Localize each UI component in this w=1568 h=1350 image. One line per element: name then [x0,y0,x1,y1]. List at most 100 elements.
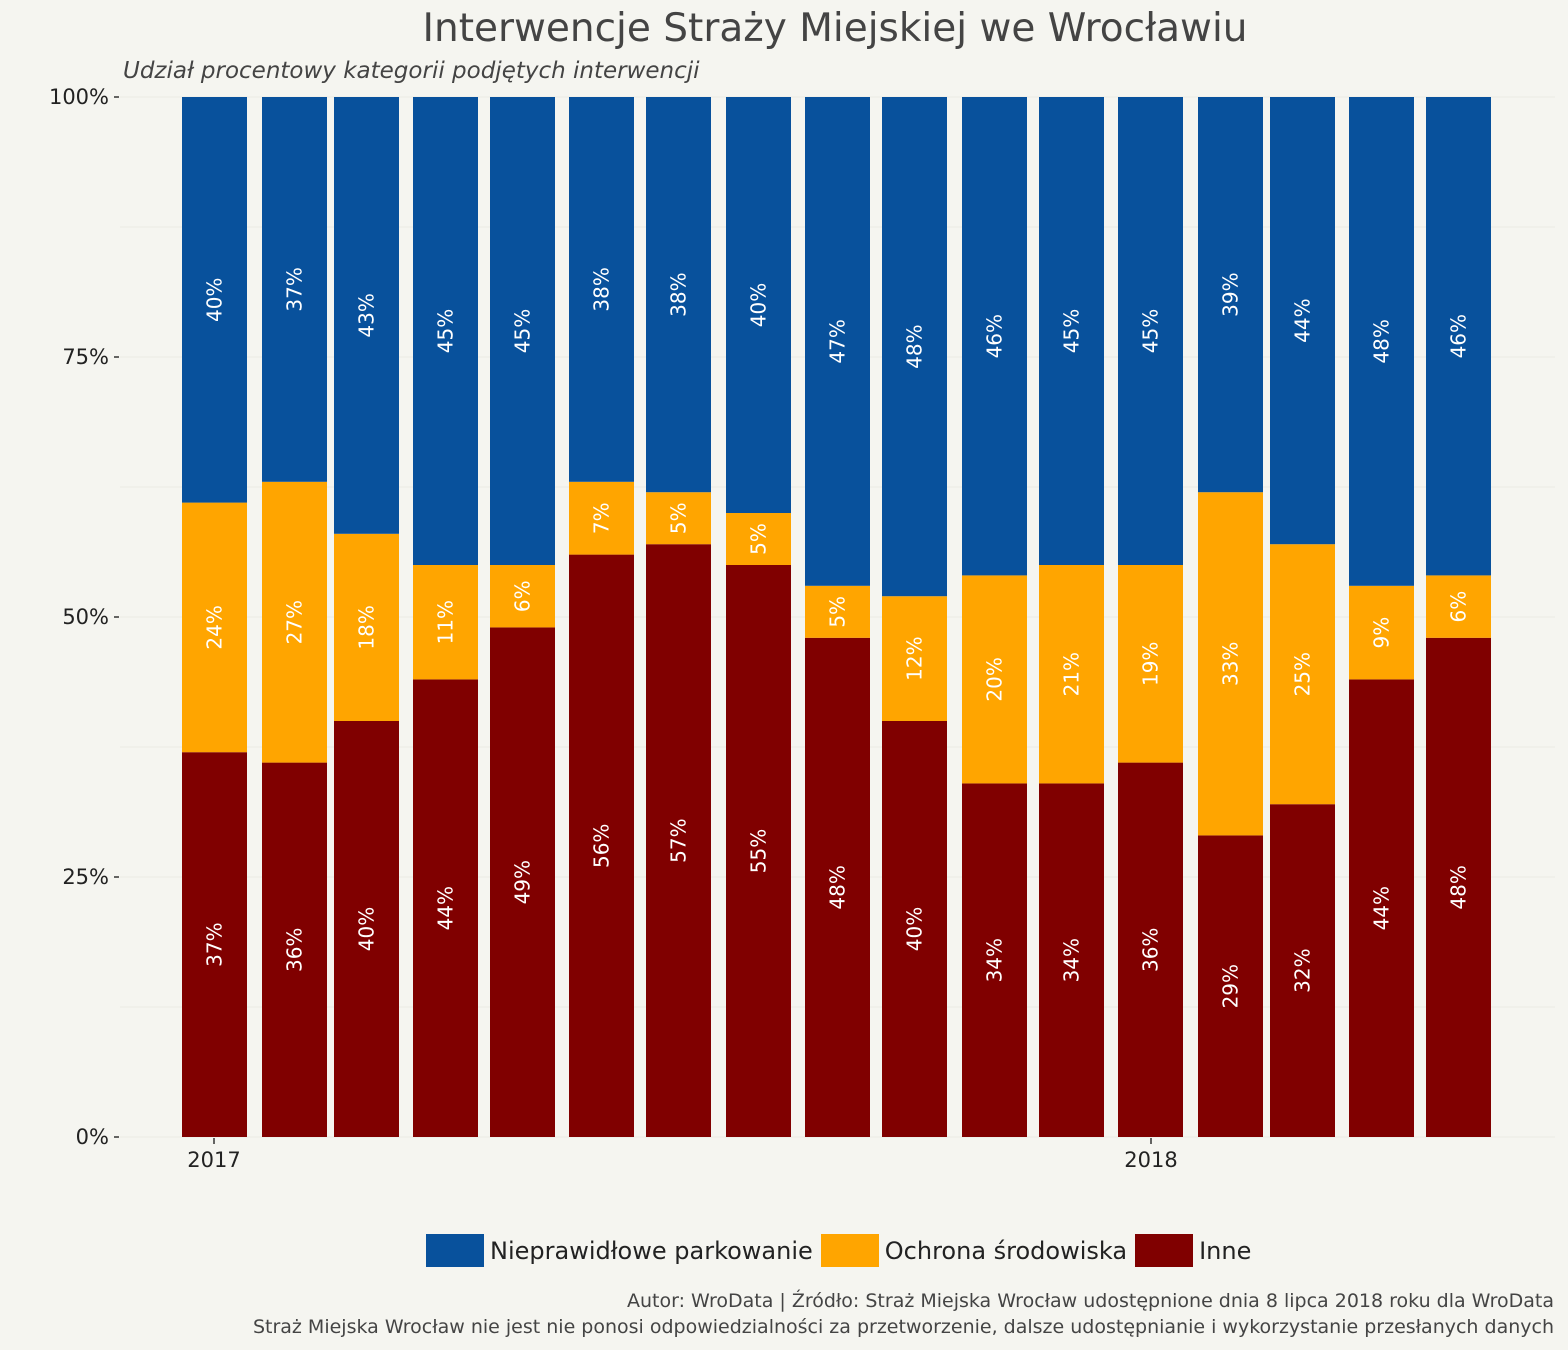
bar-value-label: 32% [1291,948,1315,992]
bar-segment [962,97,1027,576]
legend-item-environment: Ochrona środowiska [820,1234,1127,1267]
bar-value-label: 12% [903,636,927,680]
bar-segment [334,721,399,1137]
bar-value-label: 34% [983,938,1007,982]
legend: Nieprawidłowe parkowanie Ochrona środowi… [426,1234,1259,1267]
bar-segment [1118,97,1183,565]
bar-value-label: 18% [355,605,379,649]
legend-label-other: Inne [1199,1236,1252,1265]
bar-value-label: 49% [511,860,535,904]
bar-value-label: 44% [1291,298,1315,342]
bar-segment [805,637,870,1137]
x-tick-label: 2017 [187,1148,240,1172]
bar-segment [1198,97,1263,493]
bar-segment [490,97,555,565]
bar-segment [1118,762,1183,1137]
bar-segment [805,585,870,638]
bar-segment [1198,492,1263,836]
bar-segment [1270,804,1335,1137]
y-tick-label: 75% [62,345,109,369]
y-axis: 0% 25% 50% 75% 100% [49,85,119,1149]
bar-segment [569,554,634,1137]
y-tick-label: 0% [76,1125,109,1149]
bar-value-label: 56% [590,824,614,868]
legend-swatch-parking [426,1234,484,1267]
legend-item-parking: Nieprawidłowe parkowanie [426,1234,813,1267]
legend-swatch-environment [820,1234,879,1267]
bar-segment [962,783,1027,1137]
bar-value-label: 45% [434,309,458,353]
bar-segment [1426,637,1491,1137]
bar-segment [413,565,478,680]
bar-value-label: 45% [1060,309,1084,353]
bar-value-label: 44% [1370,886,1394,930]
bar-value-label: 11% [434,600,458,644]
bar-value-label: 20% [983,657,1007,701]
bar-value-label: 34% [1060,938,1084,982]
bar-value-label: 7% [590,502,614,534]
bar-segment [334,97,399,534]
bar-segment [882,721,947,1137]
bar-segment [1118,565,1183,763]
legend-label-parking: Nieprawidłowe parkowanie [490,1236,813,1265]
stacked-bar-chart: 0% 25% 50% 75% 100% 37% 24% 40% 36% 27% 37% 40% 18%… [49,85,1555,1172]
chart-subtitle: Udział procentowy kategorii podjętych in… [123,58,700,84]
chart-title: Interwencje Straży Miejskiej we Wrocławi… [422,6,1248,51]
bar-segment [1039,565,1104,784]
bar-segment [1270,544,1335,805]
bar-value-label: 45% [511,309,535,353]
bar-segment [1349,679,1414,1137]
bar-segment [1426,97,1491,576]
bar-segment [413,679,478,1137]
y-tick-label: 100% [49,85,109,109]
bar-value-label: 43% [355,293,379,337]
bar-segment [1349,585,1414,680]
bar-segment [646,544,711,1137]
bar-segment [882,97,947,597]
bar-value-label: 48% [826,865,850,909]
bar-segment [1198,835,1263,1137]
bar-value-label: 47% [826,319,850,363]
bar-value-label: 5% [667,502,691,534]
bar-value-label: 48% [1447,865,1471,909]
bar-segment [726,513,791,565]
bar-segment [262,481,327,763]
bar-segment [726,565,791,1137]
caption-disclaimer: Straż Miejska Wrocław nie jest nie ponos… [252,1316,1554,1338]
bar-segment [1426,575,1491,638]
bar-value-label: 39% [1219,272,1243,316]
bar-value-label: 19% [1139,642,1163,686]
caption-author-source: Autor: WroData | Źródło: Straż Miejska W… [626,1290,1554,1312]
bar-value-label: 36% [1139,928,1163,972]
bar-segment [962,575,1027,784]
bar-value-label: 9% [1370,617,1394,649]
legend-swatch-other [1135,1234,1194,1267]
bar-segment [334,533,399,721]
bar-segment [262,762,327,1137]
bar-segment [569,481,634,555]
bar-value-label: 40% [203,278,227,322]
bars [182,97,1491,1137]
y-tick-label: 25% [62,865,109,889]
bar-value-label: 6% [511,580,535,612]
bar-value-label: 46% [1447,314,1471,358]
bar-segment [490,565,555,628]
bar-segment [882,596,947,721]
bar-segment [1039,97,1104,565]
bar-value-label: 29% [1219,964,1243,1008]
bar-value-label: 38% [590,267,614,311]
bar-segment [726,97,791,513]
bar-value-label: 48% [1370,319,1394,363]
bar-segment [182,752,247,1137]
bar-segment [1349,97,1414,586]
bar-value-label: 40% [355,907,379,951]
bar-value-label: 36% [283,928,307,972]
bar-value-label: 44% [434,886,458,930]
bar-value-label: 5% [826,596,850,628]
bar-value-label: 40% [747,283,771,327]
bar-value-label: 33% [1219,642,1243,686]
bar-segment [182,502,247,753]
bar-value-label: 27% [283,600,307,644]
bar-segment [490,627,555,1137]
bar-segment [413,97,478,565]
